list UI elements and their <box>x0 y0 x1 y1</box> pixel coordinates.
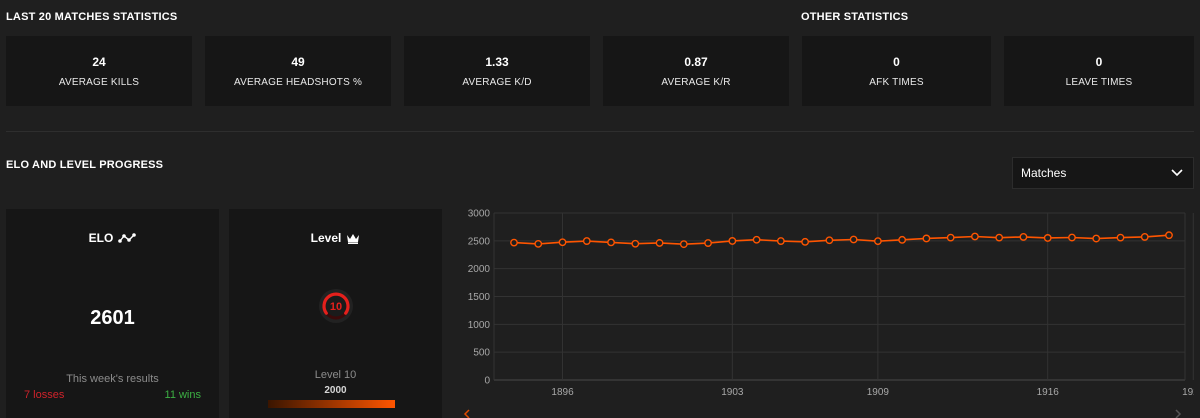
chart-scroll-left-icon[interactable] <box>463 409 470 418</box>
chart-data-point[interactable] <box>558 238 567 247</box>
chart-x-tick-label: 1916 <box>1037 387 1060 398</box>
week-results-label: This week's results <box>66 373 159 385</box>
chart-range-dropdown[interactable]: Matches <box>1012 157 1194 189</box>
chart-data-point[interactable] <box>849 235 858 244</box>
stat-value: 0.87 <box>684 54 708 69</box>
other-stats-title: OTHER STATISTICS <box>801 11 909 23</box>
chart-data-point[interactable] <box>607 238 615 247</box>
chart-data-point[interactable] <box>922 234 931 243</box>
chart-y-tick-label: 1000 <box>468 320 491 331</box>
level-box-title: Level <box>229 231 442 245</box>
level-box: Level 10 Level 10 2000 <box>229 209 442 418</box>
stat-label: AFK TIMES <box>869 76 924 88</box>
progress-title: ELO AND LEVEL PROGRESS <box>6 159 164 171</box>
stat-card-average-headshots: 49 AVERAGE HEADSHOTS % <box>205 36 391 106</box>
stat-label: AVERAGE K/D <box>462 76 532 88</box>
chart-data-point[interactable] <box>534 239 543 248</box>
chart-data-point[interactable] <box>679 240 688 249</box>
chart-data-point[interactable] <box>1116 233 1125 242</box>
chart-y-tick-label: 500 <box>473 348 490 359</box>
level-label: Level 10 <box>314 369 357 381</box>
chart-data-point[interactable] <box>1140 233 1149 241</box>
chart-x-tick-label: 1896 <box>551 387 574 398</box>
chart-y-tick-label: 2500 <box>468 236 491 247</box>
stat-card-average-kd: 1.33 AVERAGE K/D <box>404 36 590 106</box>
section-divider <box>6 131 1194 132</box>
chart-data-point[interactable] <box>510 238 518 247</box>
chart-data-point[interactable] <box>776 237 785 245</box>
chart-y-tick-label: 3000 <box>468 209 491 220</box>
chart-data-point[interactable] <box>582 237 591 245</box>
chart-data-point[interactable] <box>1019 233 1028 241</box>
chart-data-point[interactable] <box>1092 234 1101 243</box>
level-progress-fill <box>268 400 395 408</box>
stat-value: 49 <box>291 54 305 69</box>
chart-data-point[interactable] <box>1068 233 1076 242</box>
stat-value: 24 <box>92 54 106 69</box>
elo-box: ELO 2601 This week's results 7 losses 11… <box>6 209 219 418</box>
stat-value: 0 <box>893 54 900 69</box>
chart-y-tick-label: 2000 <box>468 264 491 275</box>
crown-icon <box>347 233 360 244</box>
elo-history-chart: 0 500 1000 1500 2000 2500 3000 1896 1903 1909 1916… <box>463 209 1194 418</box>
level-badge-number: 10 <box>330 301 342 313</box>
dropdown-selected-value: Matches <box>1021 166 1067 180</box>
stat-label: AVERAGE HEADSHOTS % <box>233 76 363 88</box>
stat-label: LEAVE TIMES <box>1065 76 1133 88</box>
level-title-text: Level <box>310 231 342 245</box>
chart-data-point[interactable] <box>752 235 761 244</box>
chart-y-tick-label: 1500 <box>468 292 491 303</box>
last-matches-title: LAST 20 MATCHES STATISTICS <box>6 11 178 23</box>
level-progress-bar <box>268 400 395 408</box>
chart-data-point[interactable] <box>1165 231 1173 240</box>
stat-card-afk-times: 0 AFK TIMES <box>802 36 991 106</box>
level-elo-threshold: 2000 <box>324 385 347 396</box>
elo-graph-icon <box>118 233 137 243</box>
chevron-down-icon <box>1171 169 1183 177</box>
week-wins: 11 wins <box>164 389 201 401</box>
elo-title-text: ELO <box>88 231 114 245</box>
stat-value: 0 <box>1095 54 1103 69</box>
stat-label: AVERAGE K/R <box>661 76 731 88</box>
chart-x-tick-label: 1909 <box>867 387 890 398</box>
chart-data-point[interactable] <box>655 239 664 247</box>
chart-x-tick-label: 1922 <box>1182 387 1194 398</box>
stat-card-average-kills: 24 AVERAGE KILLS <box>6 36 192 106</box>
elo-box-title: ELO <box>6 231 219 245</box>
chart-data-point[interactable] <box>801 237 810 246</box>
chart-data-point[interactable] <box>704 239 712 247</box>
stat-label: AVERAGE KILLS <box>58 76 140 88</box>
week-losses: 7 losses <box>24 389 65 401</box>
stat-card-leave-times: 0 LEAVE TIMES <box>1004 36 1194 106</box>
stat-value: 1.33 <box>485 54 509 69</box>
chart-data-point[interactable] <box>995 233 1004 242</box>
elo-series-line <box>513 234 1170 246</box>
chart-data-point[interactable] <box>631 239 640 248</box>
chart-data-point[interactable] <box>1043 234 1052 242</box>
chart-data-point[interactable] <box>825 236 834 245</box>
chart-x-tick-label: 1903 <box>721 387 744 398</box>
chart-y-tick-label: 0 <box>484 376 490 387</box>
chart-data-point[interactable] <box>971 232 979 241</box>
elo-value: 2601 <box>90 307 135 329</box>
chart-data-point[interactable] <box>898 235 907 244</box>
chart-data-point[interactable] <box>873 237 882 246</box>
chart-data-point[interactable] <box>946 233 955 242</box>
chart-data-point[interactable] <box>728 237 737 245</box>
stat-card-average-kr: 0.87 AVERAGE K/R <box>603 36 789 106</box>
level-badge-icon: 10 <box>319 289 353 323</box>
chart-scroll-right-icon[interactable] <box>1175 409 1182 418</box>
